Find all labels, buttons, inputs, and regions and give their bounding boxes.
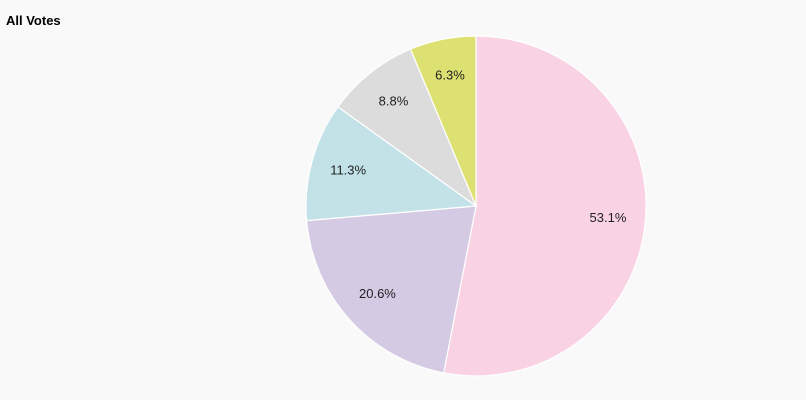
slice-label: 8.8% (379, 94, 409, 109)
pie-slice (409, 35, 477, 207)
slice-label: 20.6% (359, 286, 396, 301)
slice-label: 11.3% (330, 162, 366, 177)
slice-label: 6.3% (435, 67, 465, 82)
slice-label: 53.1% (590, 210, 627, 225)
pie-slice (305, 105, 478, 222)
pie-slice (305, 205, 477, 374)
pie-slice (442, 35, 647, 377)
pie-slice (337, 48, 478, 208)
chart-title: All Votes (6, 13, 61, 28)
